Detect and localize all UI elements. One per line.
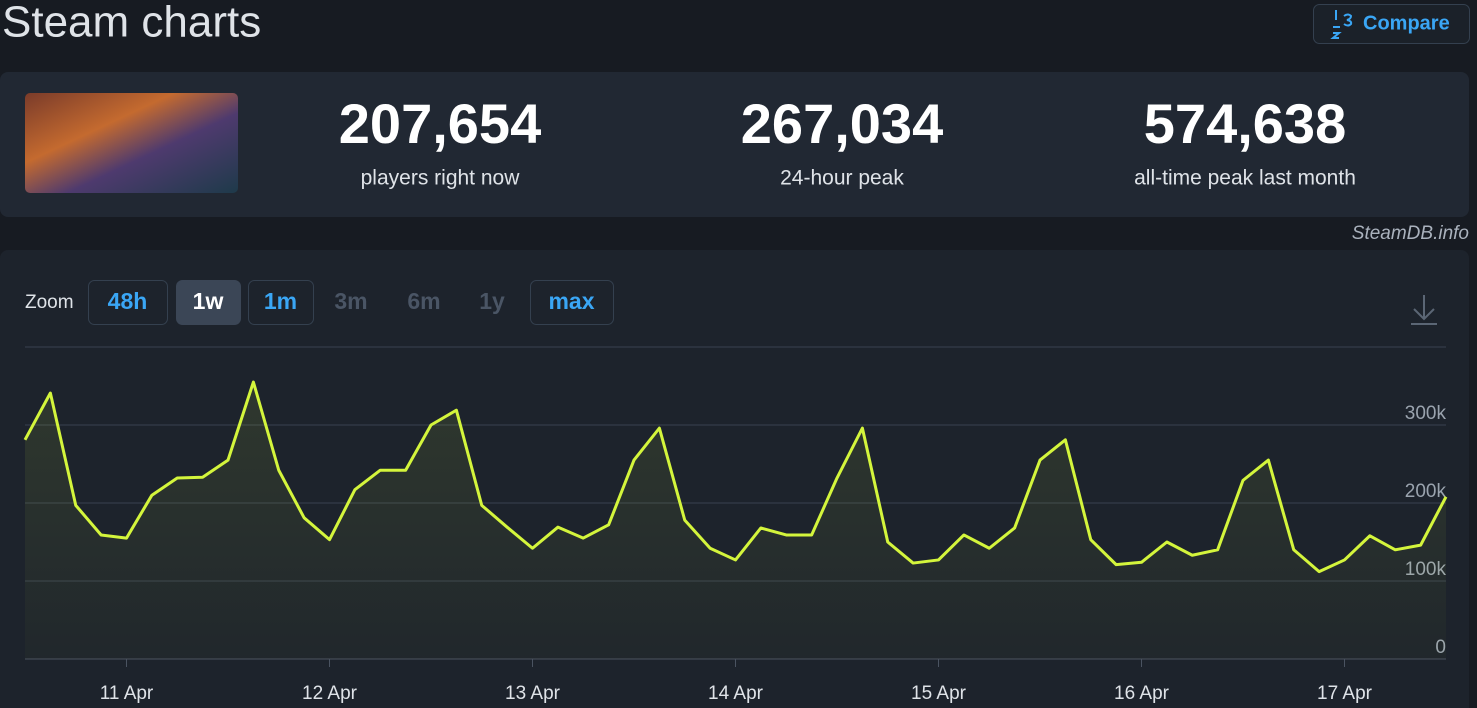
x-tick-label: 12 Apr	[302, 683, 358, 704]
x-tick-label: 17 Apr	[1317, 683, 1373, 704]
zoom-button-frame[interactable]	[88, 280, 168, 325]
stat-label: 24-hour peak	[780, 167, 904, 190]
zoom-option[interactable]: max	[548, 288, 594, 314]
game-artwork	[25, 93, 238, 193]
stat-value: 574,638	[1144, 92, 1346, 155]
zoom-buttons: 48h 1w 1m 3m 6m 1y max	[88, 280, 614, 325]
x-tick-label: 14 Apr	[708, 683, 764, 704]
compare-button-frame[interactable]	[1313, 4, 1470, 44]
x-tick-label: 11 Apr	[100, 683, 154, 704]
zoom-option: 1y	[479, 288, 505, 314]
line	[23, 380, 1448, 574]
zoom-option: 6m	[407, 288, 440, 314]
stats: 207,654 players right now 267,034 24-hour p…	[339, 92, 1356, 190]
zoom-button-frame[interactable]	[530, 280, 614, 325]
zoom-button-frame[interactable]	[248, 280, 314, 325]
compare-label[interactable]: Compare	[1363, 12, 1450, 34]
x-tick-label: 16 Apr	[1114, 683, 1170, 704]
area	[25, 382, 1446, 659]
zoom-option[interactable]: 1w	[193, 288, 224, 314]
zoom-button[interactable]: 48h	[88, 280, 168, 325]
download-button[interactable]	[1411, 295, 1437, 325]
zoom-button[interactable]: max	[530, 280, 614, 325]
compare-button[interactable]: Compare	[1313, 4, 1470, 44]
page-title: Steam charts	[2, 0, 261, 47]
stat-label: players right now	[361, 167, 521, 190]
zoom-button: 3m	[334, 288, 367, 314]
zoom-option[interactable]: 48h	[108, 288, 148, 314]
x-tick-label: 13 Apr	[505, 683, 561, 704]
zoom-button: 1y	[479, 288, 505, 314]
compare-icon	[1330, 10, 1353, 39]
stat-value: 207,654	[339, 92, 541, 155]
y-tick-label: 200k	[1405, 481, 1447, 502]
zoom-button[interactable]: 1m	[248, 280, 314, 325]
zoom-button[interactable]: 1w	[176, 280, 241, 325]
stats-panel	[0, 72, 1469, 217]
zoom-label: Zoom	[25, 292, 74, 313]
credit: SteamDB.info	[1352, 223, 1469, 244]
zoom-option: 3m	[334, 288, 367, 314]
zoom-option[interactable]: 1m	[264, 288, 297, 314]
stat-label: all-time peak last month	[1134, 167, 1356, 190]
zoom-button-frame[interactable]	[176, 280, 241, 325]
zoom-button: 6m	[407, 288, 440, 314]
x-tick-label: 15 Apr	[911, 683, 967, 704]
stat-value: 267,034	[741, 92, 943, 155]
y-tick-label: 300k	[1405, 403, 1447, 424]
